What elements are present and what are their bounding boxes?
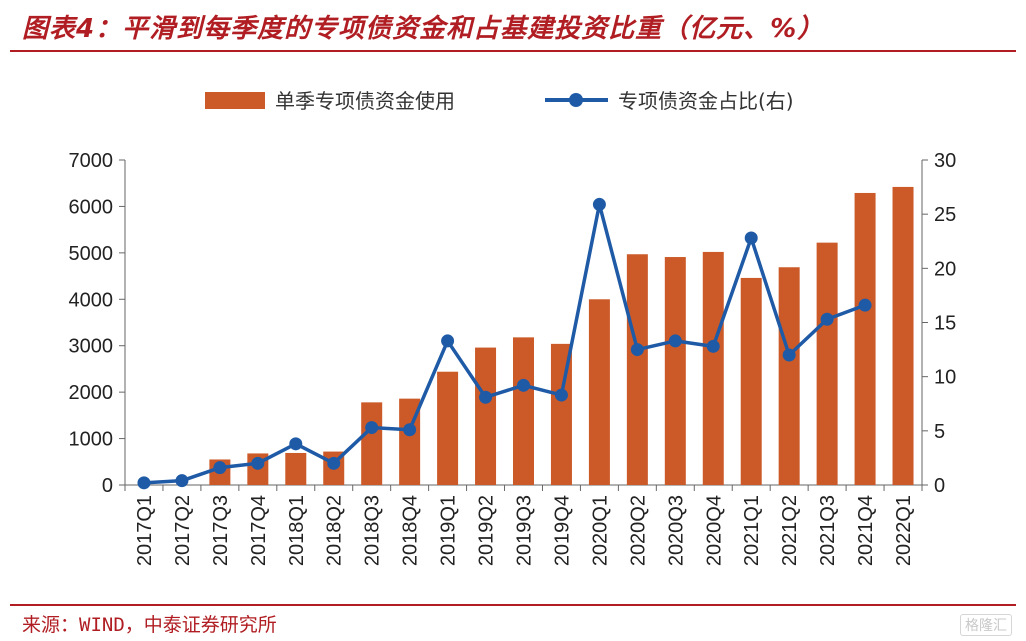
bar-2021Q4 bbox=[854, 192, 876, 485]
x-tick-label: 2017Q2 bbox=[172, 495, 194, 566]
left-tick-label: 5000 bbox=[69, 243, 114, 265]
x-tick-label: 2019Q3 bbox=[514, 495, 536, 566]
bar-2021Q1 bbox=[740, 277, 762, 485]
x-tick-label: 2021Q3 bbox=[817, 495, 839, 566]
x-tick-label: 2020Q2 bbox=[627, 495, 649, 566]
point-2017Q2 bbox=[175, 474, 189, 488]
point-2019Q1 bbox=[441, 334, 455, 348]
bar-2020Q3 bbox=[664, 257, 686, 485]
right-tick-label: 30 bbox=[934, 150, 956, 172]
bar-2019Q2 bbox=[475, 347, 497, 485]
bar-2020Q2 bbox=[626, 254, 648, 485]
point-2018Q3 bbox=[365, 421, 379, 435]
point-2020Q2 bbox=[630, 343, 644, 357]
source-note: 来源：WIND，中泰证券研究所 bbox=[22, 614, 277, 636]
left-tick-label: 1000 bbox=[69, 429, 114, 451]
x-tick-label: 2020Q4 bbox=[703, 495, 725, 566]
chart-title: 图表4：平滑到每季度的专项债资金和占基建投资比重（亿元、%） bbox=[22, 14, 825, 44]
bar-2018Q3 bbox=[361, 402, 383, 485]
bar-2018Q1 bbox=[285, 452, 307, 485]
bar-2021Q2 bbox=[778, 267, 800, 485]
x-tick-label: 2018Q4 bbox=[400, 495, 422, 566]
point-2021Q1 bbox=[744, 231, 758, 245]
right-tick-label: 5 bbox=[934, 421, 945, 443]
point-2020Q1 bbox=[592, 197, 606, 211]
x-tick-label: 2018Q3 bbox=[362, 495, 384, 566]
bar-2019Q1 bbox=[437, 371, 459, 485]
point-2017Q4 bbox=[251, 456, 265, 470]
footer-divider bbox=[10, 604, 1016, 606]
x-tick-label: 2019Q4 bbox=[551, 495, 573, 566]
x-tick-label: 2019Q1 bbox=[438, 495, 460, 566]
share-line bbox=[143, 202, 866, 485]
x-tick-label: 2017Q4 bbox=[248, 495, 270, 566]
x-tick-label: 2017Q3 bbox=[210, 495, 232, 566]
watermark-logo: 格隆汇 bbox=[960, 614, 1012, 636]
bar-2022Q1 bbox=[892, 186, 914, 485]
point-2018Q2 bbox=[327, 456, 341, 470]
left-tick-label: 6000 bbox=[69, 196, 114, 218]
point-2019Q3 bbox=[517, 378, 530, 392]
point-2017Q3 bbox=[213, 461, 227, 475]
title-divider bbox=[10, 50, 1016, 52]
point-2021Q4 bbox=[858, 298, 872, 312]
right-tick-label: 20 bbox=[934, 258, 956, 280]
x-tick-label: 2021Q1 bbox=[741, 495, 763, 566]
point-2020Q4 bbox=[706, 339, 720, 353]
bar-2020Q4 bbox=[702, 251, 724, 485]
point-2018Q4 bbox=[403, 423, 417, 437]
right-tick-label: 0 bbox=[934, 475, 945, 497]
x-tick-label: 2019Q2 bbox=[476, 495, 498, 566]
x-tick-label: 2020Q1 bbox=[589, 495, 611, 566]
point-2020Q3 bbox=[668, 334, 682, 348]
x-tick-label: 2018Q2 bbox=[324, 495, 346, 566]
right-tick-label: 15 bbox=[934, 313, 956, 335]
point-2019Q4 bbox=[554, 388, 568, 402]
legend-bar-label: 单季专项债资金使用 bbox=[275, 89, 455, 113]
x-tick-label: 2021Q4 bbox=[855, 495, 877, 566]
left-tick-label: 0 bbox=[102, 475, 113, 497]
point-2021Q2 bbox=[782, 348, 796, 362]
x-tick-label: 2017Q1 bbox=[134, 495, 156, 566]
x-tick-label: 2021Q2 bbox=[779, 495, 801, 566]
left-tick-label: 4000 bbox=[69, 289, 114, 311]
bar-2019Q3 bbox=[513, 337, 534, 485]
point-2018Q1 bbox=[289, 437, 303, 451]
x-tick-label: 2020Q3 bbox=[665, 495, 687, 566]
legend-bar-swatch bbox=[205, 92, 265, 109]
point-2017Q1 bbox=[137, 476, 151, 490]
legend-line-label: 专项债资金占比(右) bbox=[618, 89, 794, 113]
bar-2020Q1 bbox=[588, 299, 610, 485]
bar-2019Q4 bbox=[550, 343, 572, 485]
right-tick-label: 25 bbox=[934, 204, 956, 226]
x-tick-label: 2018Q1 bbox=[286, 495, 308, 566]
legend-line-marker bbox=[569, 93, 583, 107]
x-tick-label: 2022Q1 bbox=[893, 495, 915, 566]
point-2019Q2 bbox=[479, 390, 493, 404]
left-tick-label: 7000 bbox=[69, 150, 114, 172]
right-tick-label: 10 bbox=[934, 367, 956, 389]
point-2021Q3 bbox=[820, 312, 834, 326]
bar-2021Q3 bbox=[816, 242, 838, 485]
left-tick-label: 2000 bbox=[69, 382, 114, 404]
left-tick-label: 3000 bbox=[69, 336, 114, 358]
